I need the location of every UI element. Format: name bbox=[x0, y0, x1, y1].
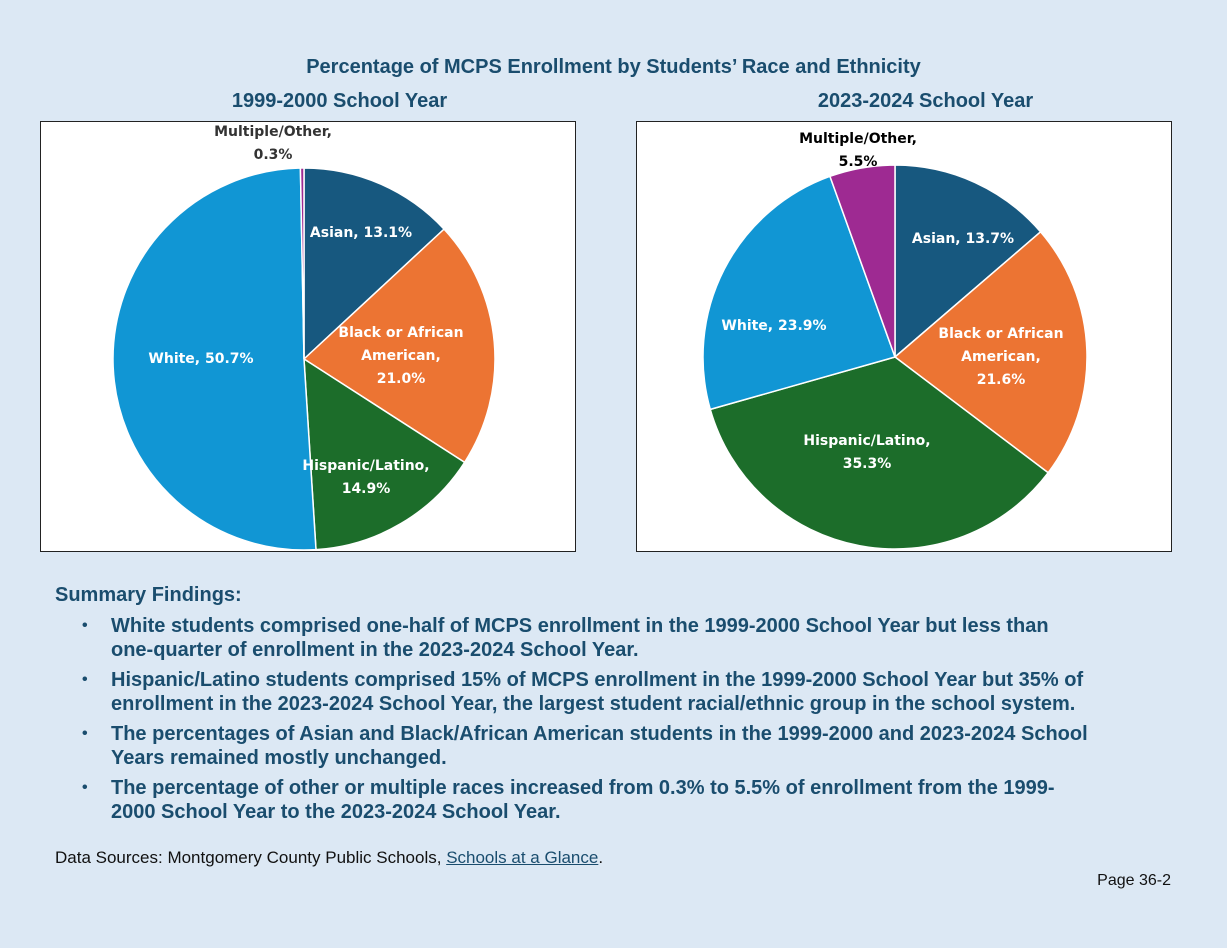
bullet-icon: • bbox=[82, 725, 88, 742]
pie-slice-white bbox=[112, 167, 317, 551]
chart-1-pie: Asian, 13.1% Black or African American, 21.… bbox=[112, 124, 496, 551]
pie-slice-hispanic-latino bbox=[709, 356, 1050, 550]
page-number: Page 36-2 bbox=[1097, 872, 1171, 889]
schools-at-a-glance-link[interactable]: Schools at a Glance bbox=[446, 848, 599, 867]
chart-1-panel: Asian, 13.1% Black or African American, 21.… bbox=[40, 121, 576, 552]
pie-slice-white bbox=[702, 175, 896, 411]
data-label-hispanic-latino: Hispanic/Latino, 35.3% bbox=[803, 433, 930, 472]
chart-2-panel: Asian, 13.7% Black or African American, 21.… bbox=[636, 121, 1172, 552]
finding-line: one-quarter of enrollment in the 2023-20… bbox=[111, 639, 639, 661]
data-label-asian: Asian, 13.1% bbox=[310, 225, 412, 241]
bullet-icon: • bbox=[82, 617, 88, 634]
data-label-hispanic-latino: Hispanic/Latino, 14.9% bbox=[302, 458, 429, 497]
data-label-multiple-other: Multiple/Other, 5.5% bbox=[799, 131, 917, 170]
data-label-asian: Asian, 13.7% bbox=[912, 231, 1014, 247]
chart-2-title: 2023-2024 School Year bbox=[817, 90, 1034, 112]
pie-slice-asian bbox=[303, 167, 446, 361]
finding-item: • The percentage of other or multiple ra… bbox=[80, 776, 1190, 824]
page-title: Percentage of MCPS Enrollment by Student… bbox=[306, 56, 921, 78]
finding-line: Hispanic/Latino students comprised 15% o… bbox=[111, 669, 1084, 691]
findings-list: • White students comprised one-half of M… bbox=[80, 614, 1190, 830]
finding-item: • White students comprised one-half of M… bbox=[80, 614, 1190, 662]
data-label-white: White, 23.9% bbox=[721, 318, 826, 334]
finding-item: • The percentages of Asian and Black/Afr… bbox=[80, 722, 1190, 770]
finding-line: 2000 School Year to the 2023-2024 School… bbox=[111, 801, 561, 823]
finding-line: White students comprised one-half of MCP… bbox=[111, 615, 1049, 637]
bullet-icon: • bbox=[82, 779, 88, 796]
data-sources: Data Sources: Montgomery County Public S… bbox=[55, 848, 603, 868]
finding-line: The percentage of other or multiple race… bbox=[111, 777, 1055, 799]
pie-slice-black-or-african-american bbox=[893, 230, 1088, 474]
finding-item: • Hispanic/Latino students comprised 15%… bbox=[80, 668, 1190, 716]
finding-line: Years remained mostly unchanged. bbox=[111, 747, 447, 769]
pie-slice-hispanic-latino bbox=[303, 357, 466, 551]
data-label-black-or-african-american: Black or African American, 21.6% bbox=[938, 326, 1063, 388]
chart-1-title: 1999-2000 School Year bbox=[231, 90, 448, 112]
pie-slice-black-or-african-american bbox=[302, 228, 496, 464]
pie-slice-multiple-other bbox=[829, 164, 896, 358]
finding-line: The percentages of Asian and Black/Afric… bbox=[111, 723, 1088, 745]
bullet-icon: • bbox=[82, 671, 88, 688]
pie-slice-multiple-other bbox=[299, 167, 305, 360]
sources-prefix: Data Sources: Montgomery County Public S… bbox=[55, 848, 447, 867]
chart-2-pie: Asian, 13.7% Black or African American, 21.… bbox=[702, 131, 1088, 550]
data-label-white: White, 50.7% bbox=[148, 351, 253, 367]
finding-line: enrollment in the 2023-2024 School Year,… bbox=[111, 693, 1076, 715]
sources-suffix: . bbox=[598, 848, 604, 867]
pie-slice-asian bbox=[894, 164, 1042, 359]
data-label-black-or-african-american: Black or African American, 21.0% bbox=[338, 325, 463, 387]
data-label-multiple-other: Multiple/Other, 0.3% bbox=[214, 124, 332, 163]
summary-heading: Summary Findings: bbox=[55, 584, 242, 606]
